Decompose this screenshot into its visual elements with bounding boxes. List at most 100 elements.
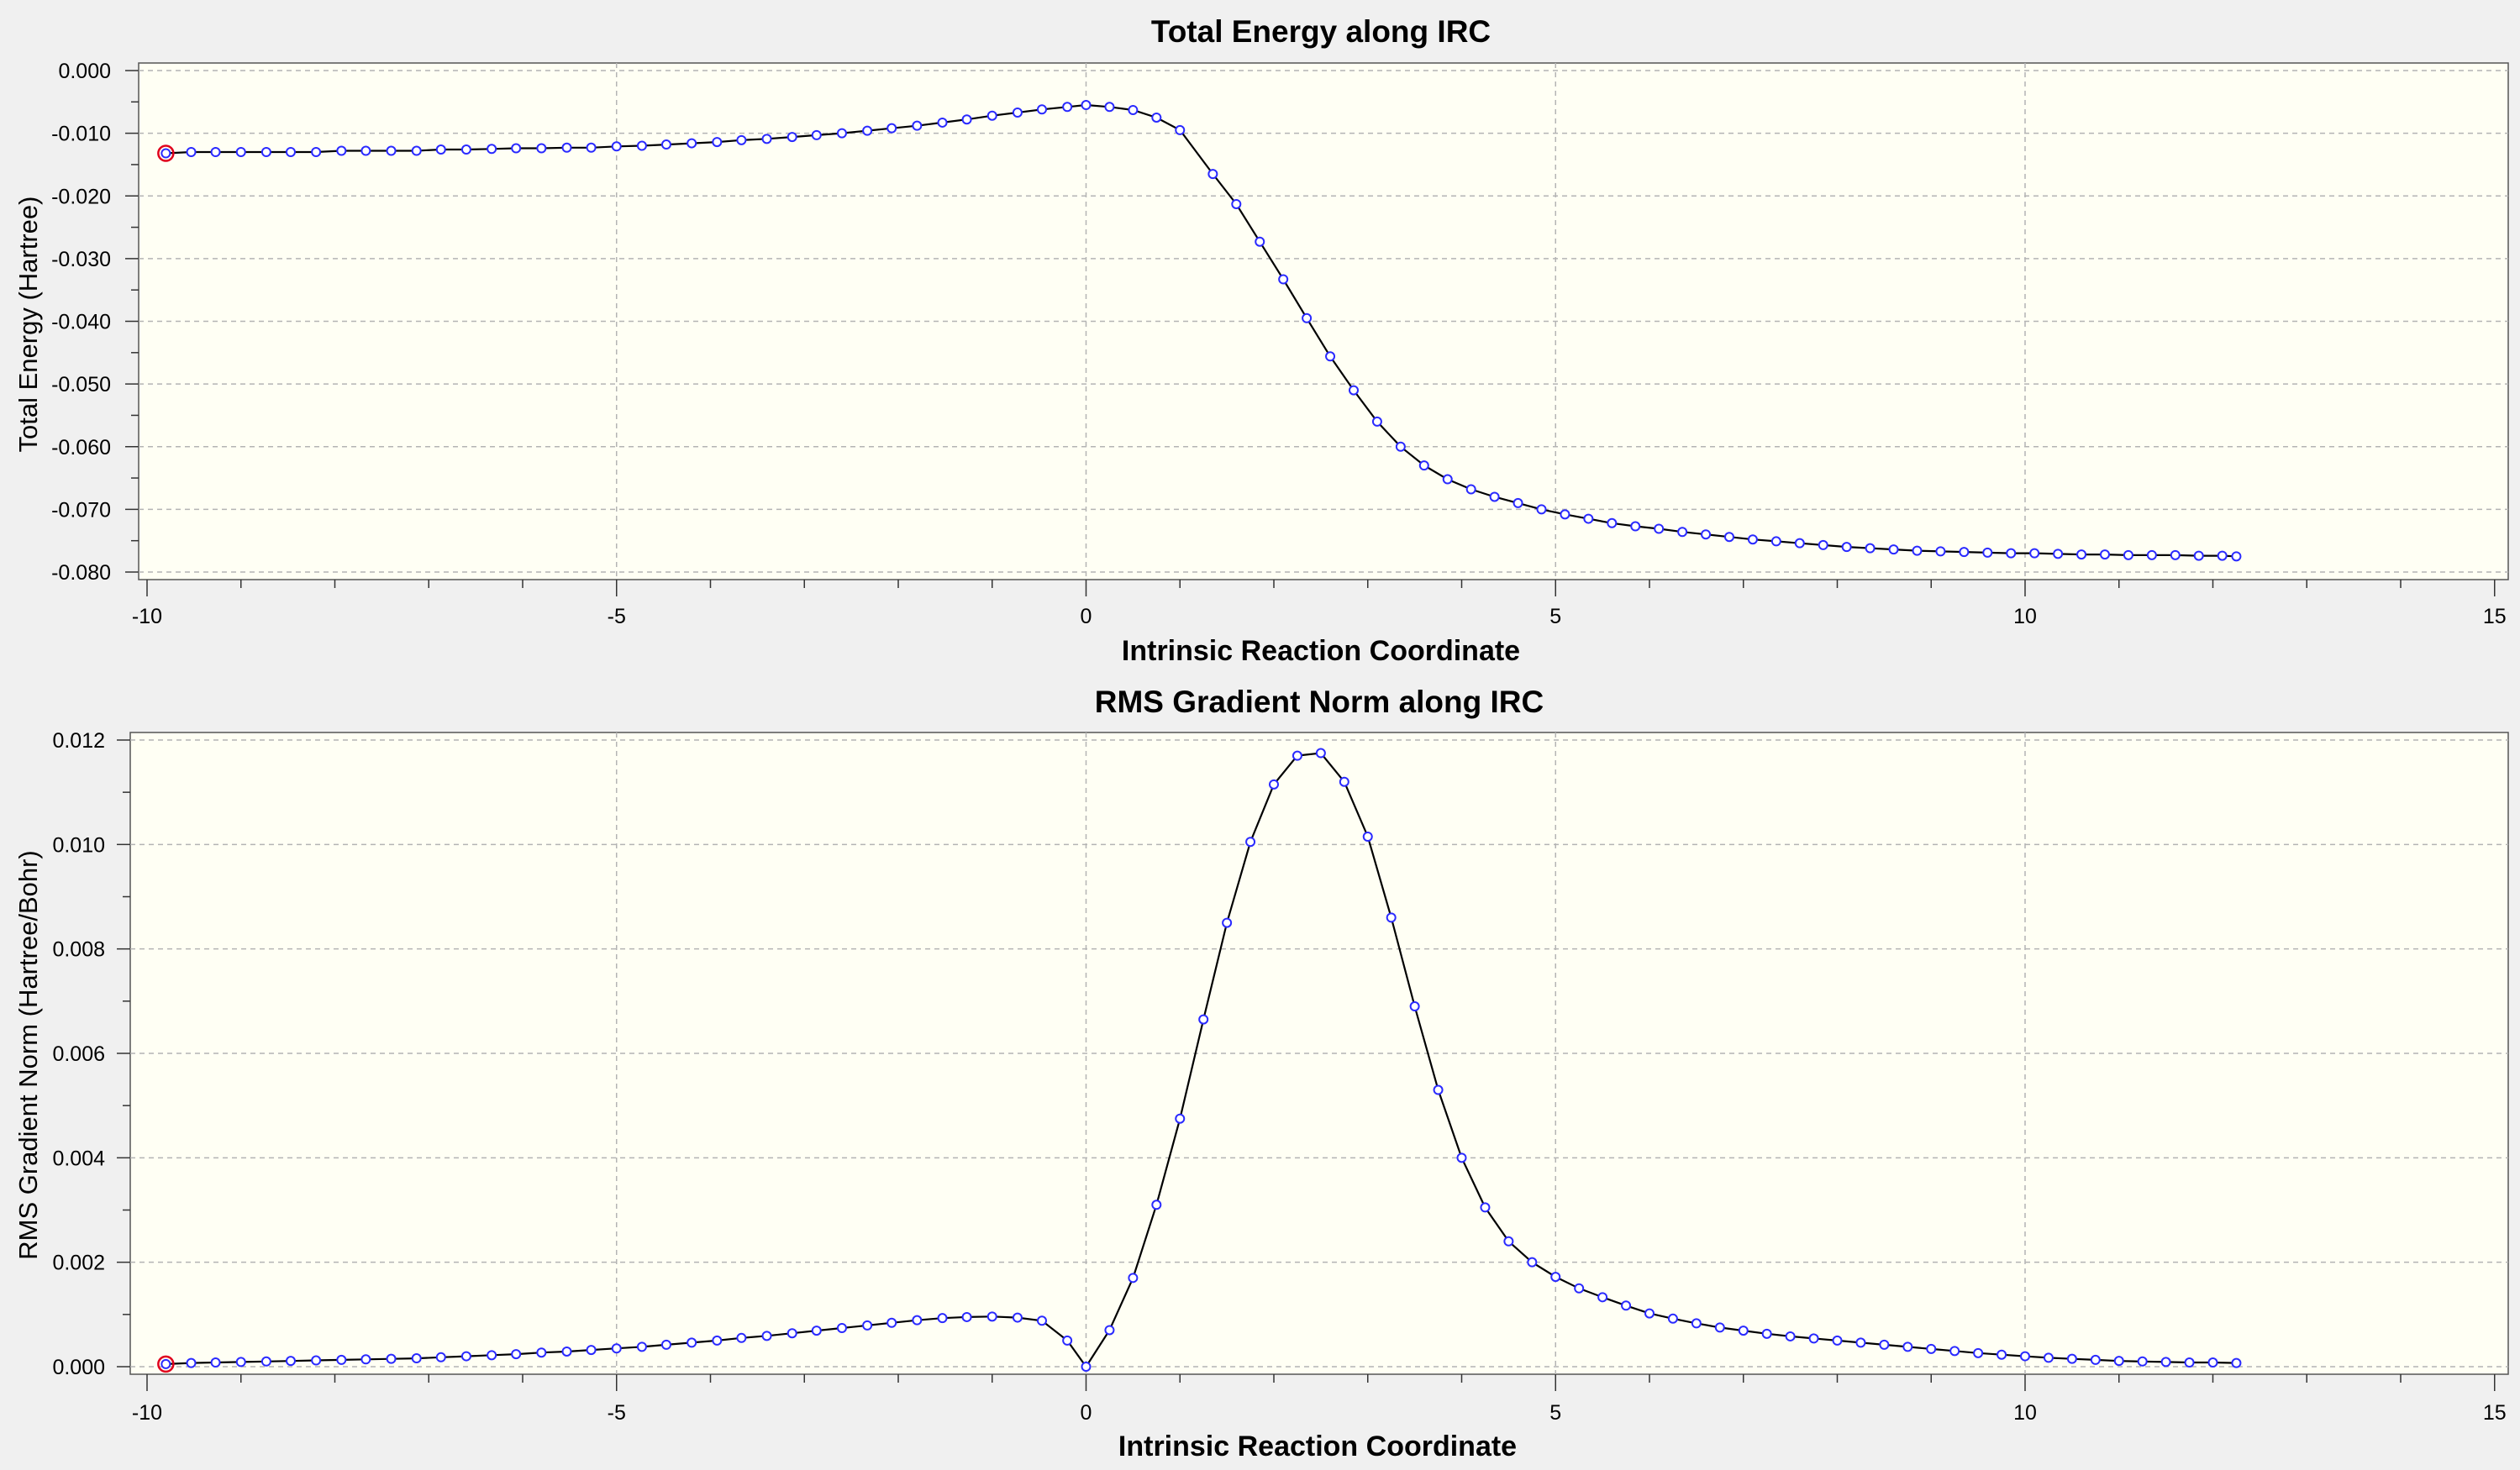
energy-data-point[interactable]	[210, 147, 221, 158]
gradient-data-point[interactable]	[435, 1352, 446, 1362]
energy-data-point[interactable]	[1062, 102, 1073, 113]
energy-data-point[interactable]	[2146, 549, 2157, 560]
gradient-data-point[interactable]	[1151, 1200, 1162, 1210]
energy-data-point[interactable]	[260, 147, 271, 158]
energy-data-point[interactable]	[1371, 416, 1382, 427]
gradient-data-point[interactable]	[1879, 1339, 1890, 1350]
energy-data-point[interactable]	[886, 123, 897, 134]
gradient-current-point-marker[interactable]	[157, 1355, 175, 1373]
gradient-data-point[interactable]	[1386, 912, 1397, 923]
gradient-data-point[interactable]	[2184, 1357, 2195, 1368]
gradient-data-point[interactable]	[2207, 1357, 2218, 1368]
energy-data-point[interactable]	[460, 144, 471, 155]
energy-data-point[interactable]	[1607, 517, 1618, 528]
energy-data-point[interactable]	[561, 142, 572, 153]
gradient-data-point[interactable]	[1456, 1152, 1467, 1163]
energy-current-point-marker[interactable]	[157, 144, 175, 162]
gradient-data-point[interactable]	[787, 1328, 797, 1339]
energy-data-point[interactable]	[1982, 547, 1993, 558]
energy-data-point[interactable]	[1701, 529, 1712, 540]
energy-data-point[interactable]	[1081, 100, 1092, 111]
gradient-data-point[interactable]	[937, 1313, 948, 1324]
energy-data-point[interactable]	[1935, 546, 1946, 557]
energy-data-point[interactable]	[1104, 102, 1115, 113]
energy-data-point[interactable]	[1325, 351, 1336, 362]
gradient-data-point[interactable]	[736, 1332, 747, 1343]
gradient-data-point[interactable]	[1362, 832, 1373, 843]
energy-data-point[interactable]	[1536, 504, 1547, 515]
energy-data-point[interactable]	[1175, 124, 1186, 135]
gradient-data-point[interactable]	[1832, 1335, 1843, 1346]
gradient-data-point[interactable]	[411, 1353, 422, 1364]
gradient-data-point[interactable]	[1667, 1313, 1678, 1324]
gradient-data-point[interactable]	[836, 1322, 847, 1333]
gradient-data-point[interactable]	[2160, 1357, 2171, 1368]
gradient-data-point[interactable]	[761, 1331, 772, 1341]
energy-data-point[interactable]	[660, 139, 671, 150]
energy-data-point[interactable]	[285, 147, 296, 158]
gradient-data-point[interactable]	[1691, 1318, 1702, 1329]
gradient-data-point[interactable]	[1550, 1272, 1561, 1283]
energy-data-point[interactable]	[2123, 549, 2133, 560]
energy-data-point[interactable]	[862, 125, 873, 136]
gradient-data-point[interactable]	[2020, 1351, 2030, 1362]
energy-data-point[interactable]	[186, 147, 197, 158]
energy-data-point[interactable]	[1747, 534, 1758, 545]
energy-data-point[interactable]	[487, 144, 497, 155]
energy-data-point[interactable]	[2029, 548, 2040, 559]
energy-data-point[interactable]	[687, 138, 697, 149]
gradient-data-point[interactable]	[460, 1351, 471, 1362]
gradient-data-point[interactable]	[1761, 1328, 1772, 1339]
gradient-data-point[interactable]	[712, 1335, 723, 1346]
energy-data-point[interactable]	[1865, 543, 1876, 554]
energy-data-point[interactable]	[1395, 441, 1406, 452]
gradient-data-point[interactable]	[1785, 1331, 1796, 1341]
energy-data-point[interactable]	[2217, 550, 2228, 561]
energy-data-point[interactable]	[611, 141, 622, 152]
gradient-data-point[interactable]	[186, 1357, 197, 1368]
energy-data-point[interactable]	[160, 148, 171, 159]
energy-data-point[interactable]	[1278, 274, 1289, 285]
gradient-data-point[interactable]	[1527, 1257, 1538, 1268]
energy-data-point[interactable]	[2053, 549, 2064, 559]
gradient-data-point[interactable]	[862, 1320, 873, 1331]
energy-data-point[interactable]	[761, 134, 772, 144]
energy-data-point[interactable]	[1442, 474, 1453, 485]
gradient-data-point[interactable]	[1128, 1273, 1139, 1284]
gradient-data-point[interactable]	[660, 1339, 671, 1350]
gradient-data-point[interactable]	[235, 1357, 246, 1368]
energy-data-point[interactable]	[1818, 539, 1828, 550]
gradient-data-point[interactable]	[2137, 1356, 2148, 1367]
gradient-data-point[interactable]	[1574, 1283, 1585, 1294]
energy-data-point[interactable]	[311, 147, 322, 158]
gradient-data-point[interactable]	[1949, 1346, 1960, 1357]
gradient-data-point[interactable]	[1503, 1236, 1514, 1247]
energy-data-point[interactable]	[787, 132, 797, 143]
gradient-data-point[interactable]	[961, 1311, 972, 1322]
energy-data-point[interactable]	[1151, 112, 1162, 123]
energy-data-point[interactable]	[1465, 484, 1476, 495]
energy-data-point[interactable]	[912, 120, 923, 131]
gradient-data-point[interactable]	[986, 1311, 997, 1322]
gradient-data-point[interactable]	[687, 1337, 697, 1348]
gradient-data-point[interactable]	[536, 1347, 547, 1358]
gradient-data-point[interactable]	[260, 1356, 271, 1367]
gradient-data-point[interactable]	[1339, 776, 1349, 787]
gradient-data-point[interactable]	[1245, 837, 1256, 848]
gradient-data-point[interactable]	[1808, 1333, 1819, 1344]
gradient-data-point[interactable]	[1198, 1014, 1209, 1025]
energy-data-point[interactable]	[1959, 547, 1970, 558]
gradient-data-point[interactable]	[1175, 1113, 1186, 1124]
gradient-data-point[interactable]	[2113, 1356, 2124, 1367]
gradient-data-point[interactable]	[1621, 1300, 1632, 1311]
gradient-data-point[interactable]	[1902, 1341, 1913, 1352]
gradient-data-point[interactable]	[586, 1345, 597, 1356]
energy-data-point[interactable]	[636, 140, 647, 151]
energy-data-point[interactable]	[2006, 548, 2017, 559]
gradient-data-point[interactable]	[886, 1317, 897, 1328]
energy-data-point[interactable]	[435, 144, 446, 155]
gradient-data-point[interactable]	[1062, 1335, 1073, 1346]
gradient-data-point[interactable]	[1012, 1312, 1023, 1323]
energy-data-point[interactable]	[1418, 460, 1429, 471]
gradient-data-point[interactable]	[311, 1355, 322, 1366]
